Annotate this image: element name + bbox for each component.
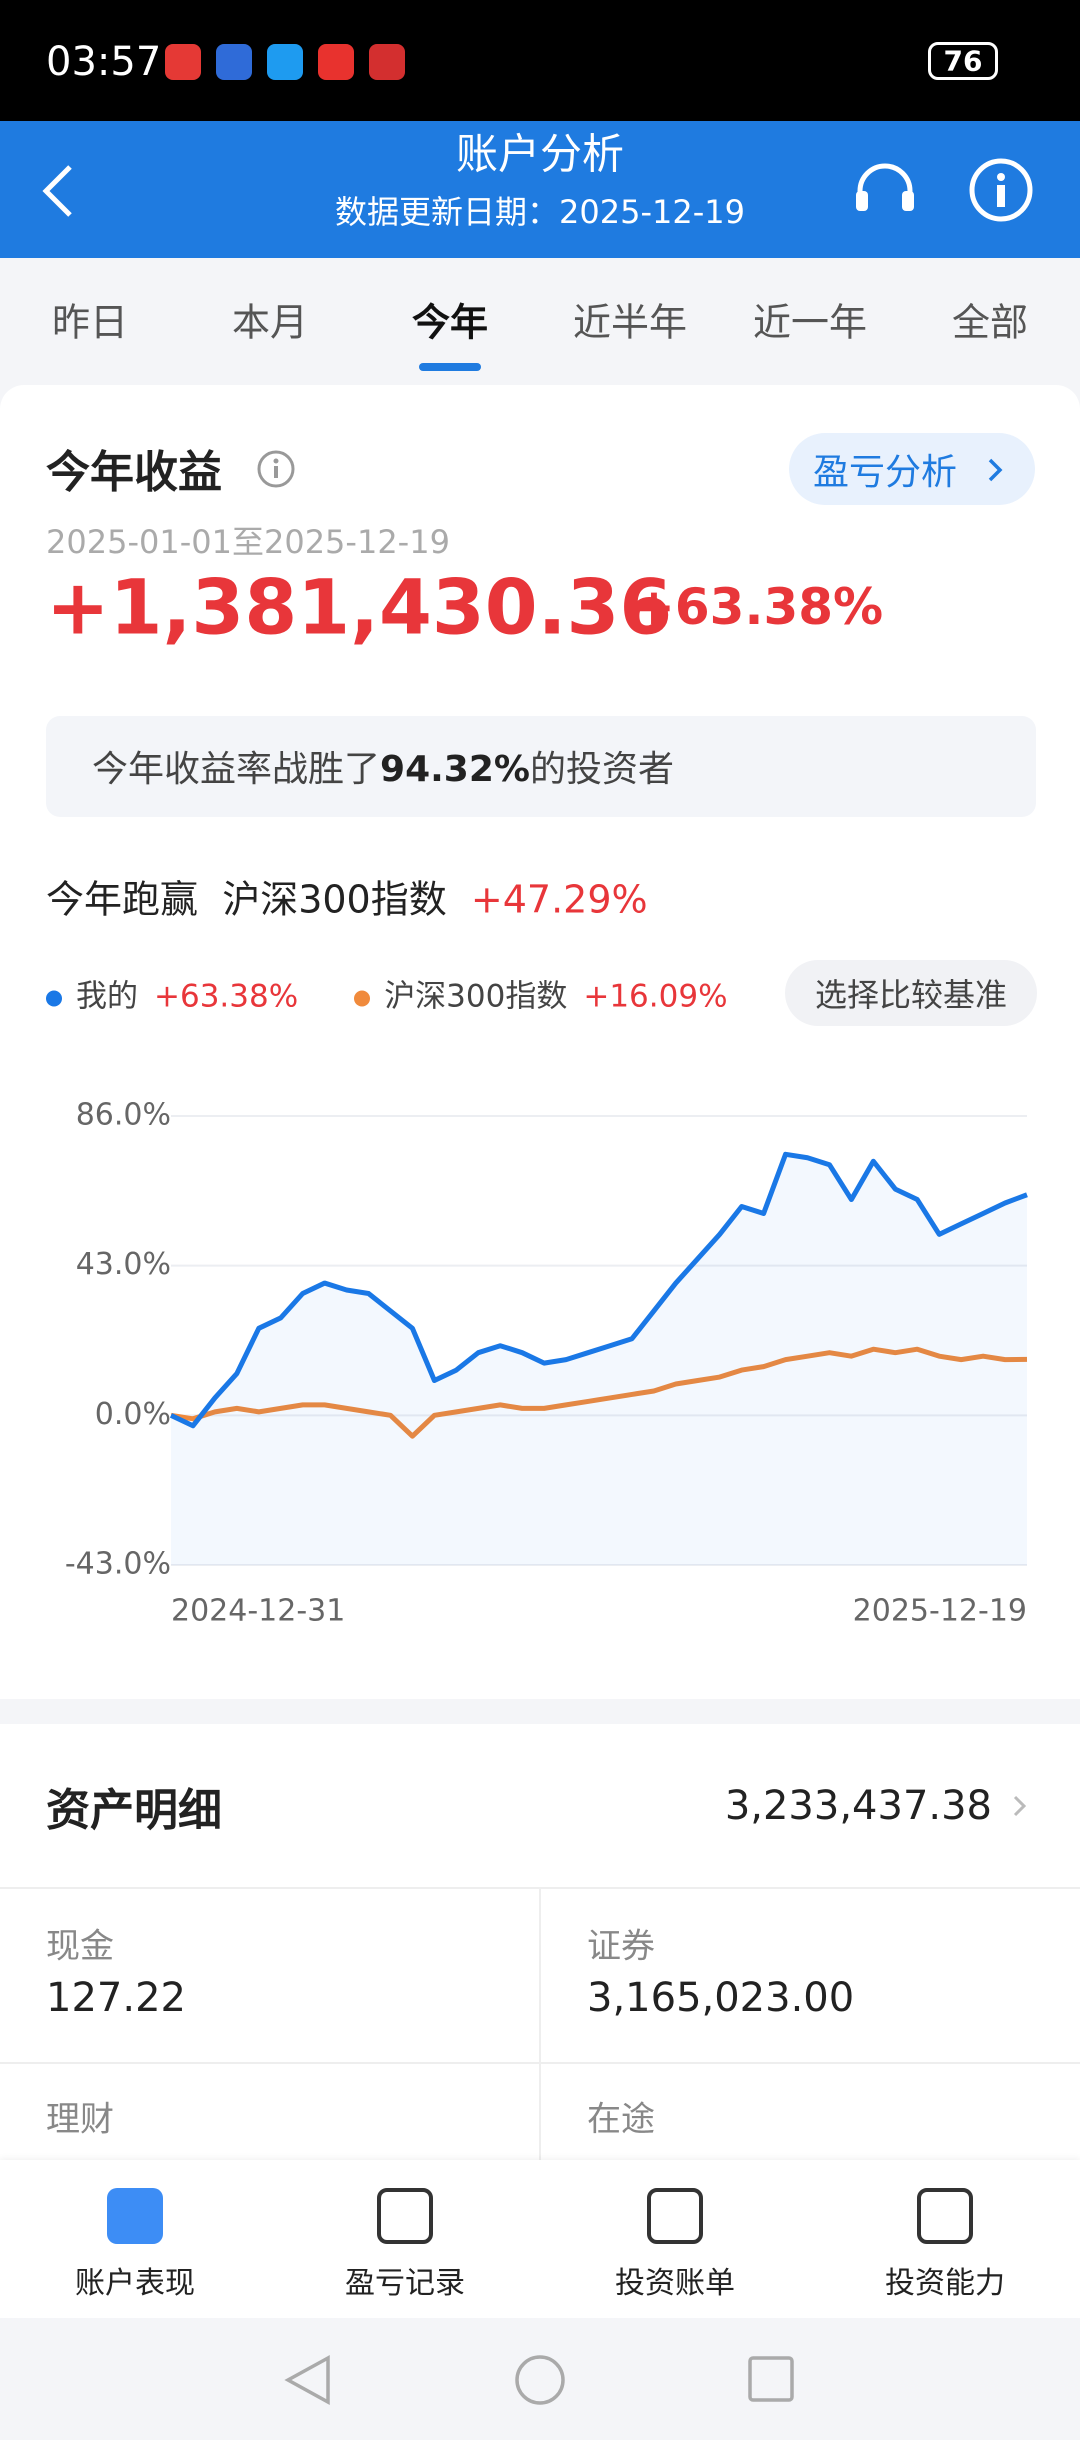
asset-label: 理财 <box>46 2099 114 2140</box>
nav-label[interactable]: 盈亏记录 <box>345 2266 465 2301</box>
assets-section: 资产明细 3,233,437.38 现金 127.22 证券 3,165,023… <box>0 1724 1080 2160</box>
beat-suffix: 的投资者 <box>529 749 674 790</box>
tab[interactable]: 近一年 <box>752 300 868 345</box>
summary-title: 今年收益 <box>46 447 222 498</box>
y-tick-label: 0.0% <box>95 1397 171 1432</box>
x-tick-label: 2024-12-31 <box>171 1594 345 1629</box>
app-icon <box>165 44 201 80</box>
beat-text: 今年收益率战胜了94.32%的投资者 <box>92 740 674 792</box>
y-tick-label: 86.0% <box>76 1098 171 1133</box>
legend-name: 沪深300指数 <box>384 978 568 1015</box>
beat-box: 今年收益率战胜了94.32%的投资者 <box>46 716 1036 817</box>
compare-text: 今年跑赢 沪深300指数 +47.29% <box>46 869 648 924</box>
app-icon <box>267 44 303 80</box>
header-subtitle: 数据更新日期：2025-12-19 <box>335 193 745 231</box>
nav-label[interactable]: 投资账单 <box>615 2266 735 2301</box>
tab-bar: 昨日 本月 今年 近半年 近一年 全部 <box>0 258 1080 385</box>
benchmark-button-label: 选择比较基准 <box>814 976 1008 1014</box>
x-tick-label: 2025-12-19 <box>853 1594 1027 1629</box>
help-icon[interactable] <box>256 449 296 489</box>
legend: 我的 +63.38% 沪深300指数 +16.09% <box>46 971 784 1016</box>
bottom-nav: 账户表现 盈亏记录 投资账单 投资能力 <box>0 2160 1080 2318</box>
system-buttons[interactable] <box>280 2354 800 2406</box>
info-button[interactable] <box>968 157 1034 223</box>
clock: 03:57 <box>46 39 162 85</box>
battery: 76 <box>928 42 998 80</box>
nav-label[interactable]: 投资能力 <box>885 2266 1005 2301</box>
compare-index: 沪深300指数 <box>222 877 447 922</box>
beat-prefix: 今年收益率战胜了 <box>92 749 381 790</box>
asset-label: 在途 <box>587 2099 655 2140</box>
header-title: 账户分析 <box>455 129 625 179</box>
chart: 86.0% 43.0% 0.0% -43.0%2024-12-31 2025-12-19 <box>65 1098 1028 1629</box>
asset-label: 现金 <box>46 1926 114 1967</box>
app-icon <box>318 44 354 80</box>
benchmark-button[interactable]: 选择比较基准 <box>785 960 1037 1026</box>
nav-label[interactable]: 账户表现 <box>75 2266 195 2301</box>
assets-total: 3,233,437.38 <box>724 1783 992 1829</box>
analysis-button[interactable]: 盈亏分析 <box>789 433 1035 505</box>
status-bar: 03:57 76 <box>0 0 1080 121</box>
asset-value: 3,165,023.00 <box>587 1975 855 2021</box>
chevron[interactable] <box>1012 1794 1028 1818</box>
chevron <box>988 458 1003 482</box>
tab[interactable]: 今年 <box>411 300 489 345</box>
analysis-button-label: 盈亏分析 <box>813 452 958 493</box>
y-tick-label: -43.0% <box>65 1547 171 1582</box>
tab[interactable]: 本月 <box>231 300 309 345</box>
nav-icon[interactable] <box>647 2188 703 2244</box>
summary-period: 2025-01-01至2025-12-19 <box>46 523 450 561</box>
asset-label: 证券 <box>587 1926 655 1967</box>
tab[interactable]: 近半年 <box>572 300 688 345</box>
compare-value: +47.29% <box>470 877 648 922</box>
series-line <box>169 1151 1028 1429</box>
nav-icon[interactable] <box>377 2188 433 2244</box>
divider <box>539 1887 541 2160</box>
tab[interactable]: 全部 <box>951 300 1029 345</box>
legend-value: +63.38% <box>154 978 299 1015</box>
compare-label: 今年跑赢 <box>46 877 199 922</box>
legend-item: 沪深300指数 +16.09% <box>354 978 728 1015</box>
system-nav <box>0 2318 1080 2440</box>
summary-rate: +63.38% <box>633 578 884 636</box>
tab-indicator <box>419 363 481 371</box>
nav-icon[interactable] <box>107 2188 163 2244</box>
y-tick-label: 43.0% <box>76 1247 171 1282</box>
legend-dot <box>46 990 62 1007</box>
legend-dot <box>354 990 371 1007</box>
summary-card: 今年收益 盈亏分析 2025-01-01至2025-12-19 +1,381,4… <box>0 385 1080 1699</box>
battery-level: 76 <box>943 44 983 78</box>
legend-item: 我的 +63.38% <box>46 979 298 1015</box>
area <box>171 1154 1027 1565</box>
beat-value: 94.32% <box>380 749 530 790</box>
app-icon <box>216 44 252 80</box>
legend-name: 我的 <box>76 978 138 1015</box>
tab[interactable]: 昨日 <box>51 300 129 345</box>
legend-value: +16.09% <box>583 978 728 1015</box>
summary-amount: +1,381,430.36 <box>46 562 673 652</box>
back-button[interactable] <box>38 161 78 221</box>
app-icon <box>369 44 405 80</box>
nav-icon[interactable] <box>917 2188 973 2244</box>
asset-value: 127.22 <box>46 1975 186 2021</box>
support-button[interactable] <box>850 161 920 225</box>
assets-title: 资产明细 <box>46 1785 222 1836</box>
series-line <box>170 1346 1028 1439</box>
header: 账户分析 数据更新日期：2025-12-19 <box>0 121 1080 258</box>
